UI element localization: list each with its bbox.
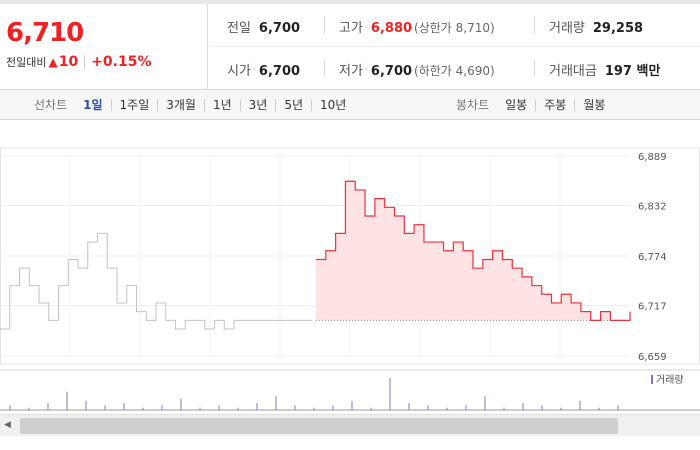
- tab-weekly[interactable]: 주봉: [544, 98, 567, 112]
- price-chart-svg: 6,889 6,832 6,774 6,717 6,659 거래량: [0, 147, 700, 411]
- change-percent: +0.15%: [91, 54, 152, 70]
- divider: [157, 98, 159, 111]
- volume-legend-swatch: [651, 375, 653, 384]
- quote-summary: 6,710 전일대비 ▲ 10 +0.15% 전일 6,700 고가 6,880 (상…: [0, 4, 700, 90]
- y-tick-label: 6,717: [638, 302, 667, 313]
- low-cell: 저가 6,700 (하한가 4,690): [339, 60, 495, 79]
- top-strip: [0, 0, 700, 4]
- y-tick-label: 6,659: [638, 352, 667, 363]
- low-label: 저가: [339, 64, 363, 79]
- change-value: 10: [58, 54, 79, 70]
- open-cell: 시가 6,700: [227, 60, 300, 79]
- prev-close-label: 전일: [227, 21, 251, 36]
- tab-monthly[interactable]: 월봉: [583, 98, 606, 112]
- candle-chart-title: 봉차트: [456, 98, 490, 112]
- stats-row-1: 전일 6,700 고가 6,880 (상한가 8,710) 거래량 29,258: [209, 4, 700, 47]
- divider: [203, 98, 205, 111]
- tab-5year[interactable]: 5년: [284, 98, 304, 112]
- divider: [534, 59, 535, 77]
- scroll-thumb[interactable]: [20, 418, 618, 434]
- chart-scrollbar[interactable]: ◀: [0, 414, 700, 436]
- divider: [84, 55, 86, 69]
- tab-10year[interactable]: 10년: [320, 98, 347, 112]
- stats-table: 전일 6,700 고가 6,880 (상한가 8,710) 거래량 29,258 시가 6…: [209, 4, 700, 90]
- divider: [110, 98, 112, 111]
- open-value: 6,700: [258, 64, 301, 79]
- lower-limit: (하한가 4,690): [414, 64, 495, 78]
- volume-value: 29,258: [592, 21, 644, 36]
- amount-cell: 거래대금 197 백만: [549, 60, 660, 79]
- volume-label: 거래량: [549, 21, 585, 36]
- divider: [324, 59, 325, 77]
- high-label: 고가: [339, 21, 363, 36]
- tab-3month[interactable]: 3개월: [166, 98, 196, 112]
- tab-1year[interactable]: 1년: [212, 98, 232, 112]
- amount-value: 197 백만: [604, 64, 661, 79]
- divider: [311, 98, 313, 111]
- y-tick-label: 6,832: [638, 202, 667, 213]
- current-price: 6,710: [6, 18, 84, 48]
- today-series-line: [316, 180, 631, 321]
- chart-tabs: 선차트 1일 1주일 3개월 1년 3년 5년 10년 봉차트 일봉 주봉 월봉: [0, 90, 700, 120]
- amount-label: 거래대금: [549, 64, 597, 79]
- divider: [275, 98, 277, 111]
- divider: [534, 16, 535, 34]
- candle-chart-tabs: 봉차트 일봉 주봉 월봉: [456, 96, 607, 113]
- tab-3year[interactable]: 3년: [248, 98, 268, 112]
- divider: [239, 98, 241, 111]
- change-row: 전일대비 ▲ 10 +0.15%: [6, 54, 152, 70]
- tab-1day[interactable]: 1일: [83, 98, 103, 112]
- price-box: 6,710 전일대비 ▲ 10 +0.15%: [0, 4, 208, 90]
- line-chart-title: 선차트: [34, 98, 68, 112]
- previous-series-line: [0, 232, 312, 330]
- prev-close-cell: 전일 6,700: [227, 17, 300, 36]
- divider: [324, 16, 325, 34]
- y-tick-label: 6,889: [638, 152, 667, 163]
- divider: [535, 98, 537, 111]
- low-value: 6,700: [370, 64, 413, 79]
- volume-cell: 거래량 29,258: [549, 17, 643, 36]
- tab-1week[interactable]: 1주일: [119, 98, 150, 112]
- high-value: 6,880: [370, 21, 413, 36]
- tab-daily[interactable]: 일봉: [505, 98, 528, 112]
- upper-limit: (상한가 8,710): [414, 21, 495, 35]
- y-tick-label: 6,774: [638, 252, 667, 263]
- open-label: 시가: [227, 64, 251, 79]
- price-chart: 6,889 6,832 6,774 6,717 6,659 거래량: [0, 120, 700, 420]
- stats-row-2: 시가 6,700 저가 6,700 (하한가 4,690) 거래대금 197 백만: [209, 47, 700, 90]
- change-label: 전일대비: [6, 56, 47, 69]
- up-triangle-icon: ▲: [48, 55, 58, 69]
- line-chart-tabs: 선차트 1일 1주일 3개월 1년 3년 5년 10년: [34, 96, 348, 113]
- divider: [574, 98, 576, 111]
- high-cell: 고가 6,880 (상한가 8,710): [339, 17, 495, 36]
- scroll-left-icon[interactable]: ◀: [4, 420, 11, 430]
- prev-close-value: 6,700: [258, 21, 301, 36]
- volume-legend-label: 거래량: [656, 374, 684, 386]
